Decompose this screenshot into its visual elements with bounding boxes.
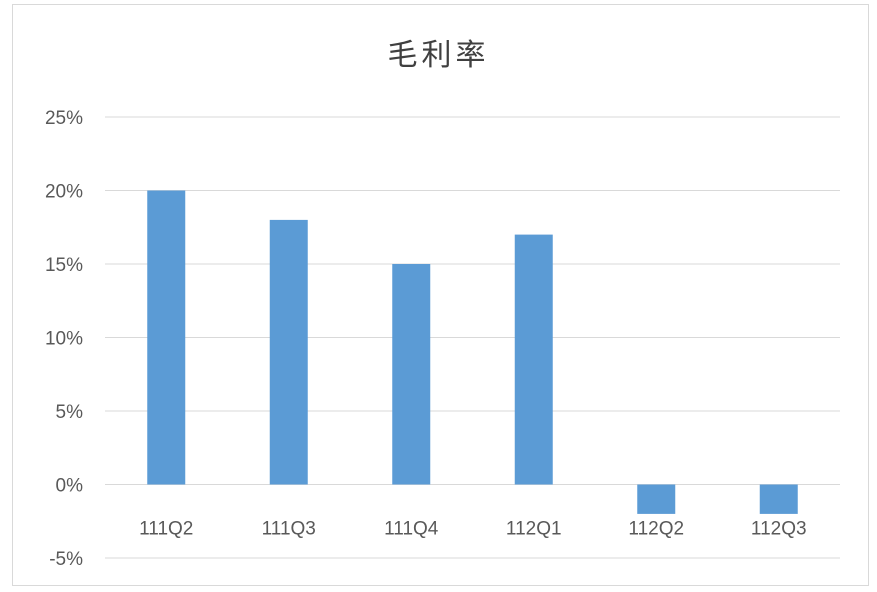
bar-112Q3 (759, 484, 798, 514)
y-axis-labels: 25% 20% 15% 10% 5% 0% -5% (45, 108, 83, 570)
y-tick-label: 0% (56, 476, 84, 497)
bar-111Q4 (392, 264, 431, 485)
x-tick-label: 111Q4 (384, 519, 439, 540)
bar-111Q2 (147, 190, 186, 485)
chart-title: 毛利率 (387, 38, 490, 73)
bars (147, 190, 798, 514)
gridlines (105, 116, 840, 559)
y-tick-label: -5% (49, 549, 83, 570)
x-tick-label: 111Q3 (262, 519, 316, 540)
x-tick-label: 112Q1 (506, 519, 562, 540)
y-tick-label: 5% (56, 402, 84, 423)
bar-112Q1 (514, 234, 553, 485)
bar-111Q3 (269, 219, 308, 485)
y-tick-label: 25% (45, 108, 83, 129)
x-axis-labels: 111Q2 111Q3 111Q4 112Q1 112Q2 112Q3 (139, 519, 806, 540)
y-tick-label: 10% (45, 329, 83, 350)
y-tick-label: 20% (45, 182, 83, 203)
bar-112Q2 (637, 484, 676, 514)
x-tick-label: 112Q2 (628, 519, 684, 540)
y-tick-label: 15% (45, 255, 83, 276)
x-tick-label: 111Q2 (139, 519, 193, 540)
x-tick-label: 112Q3 (751, 519, 807, 540)
